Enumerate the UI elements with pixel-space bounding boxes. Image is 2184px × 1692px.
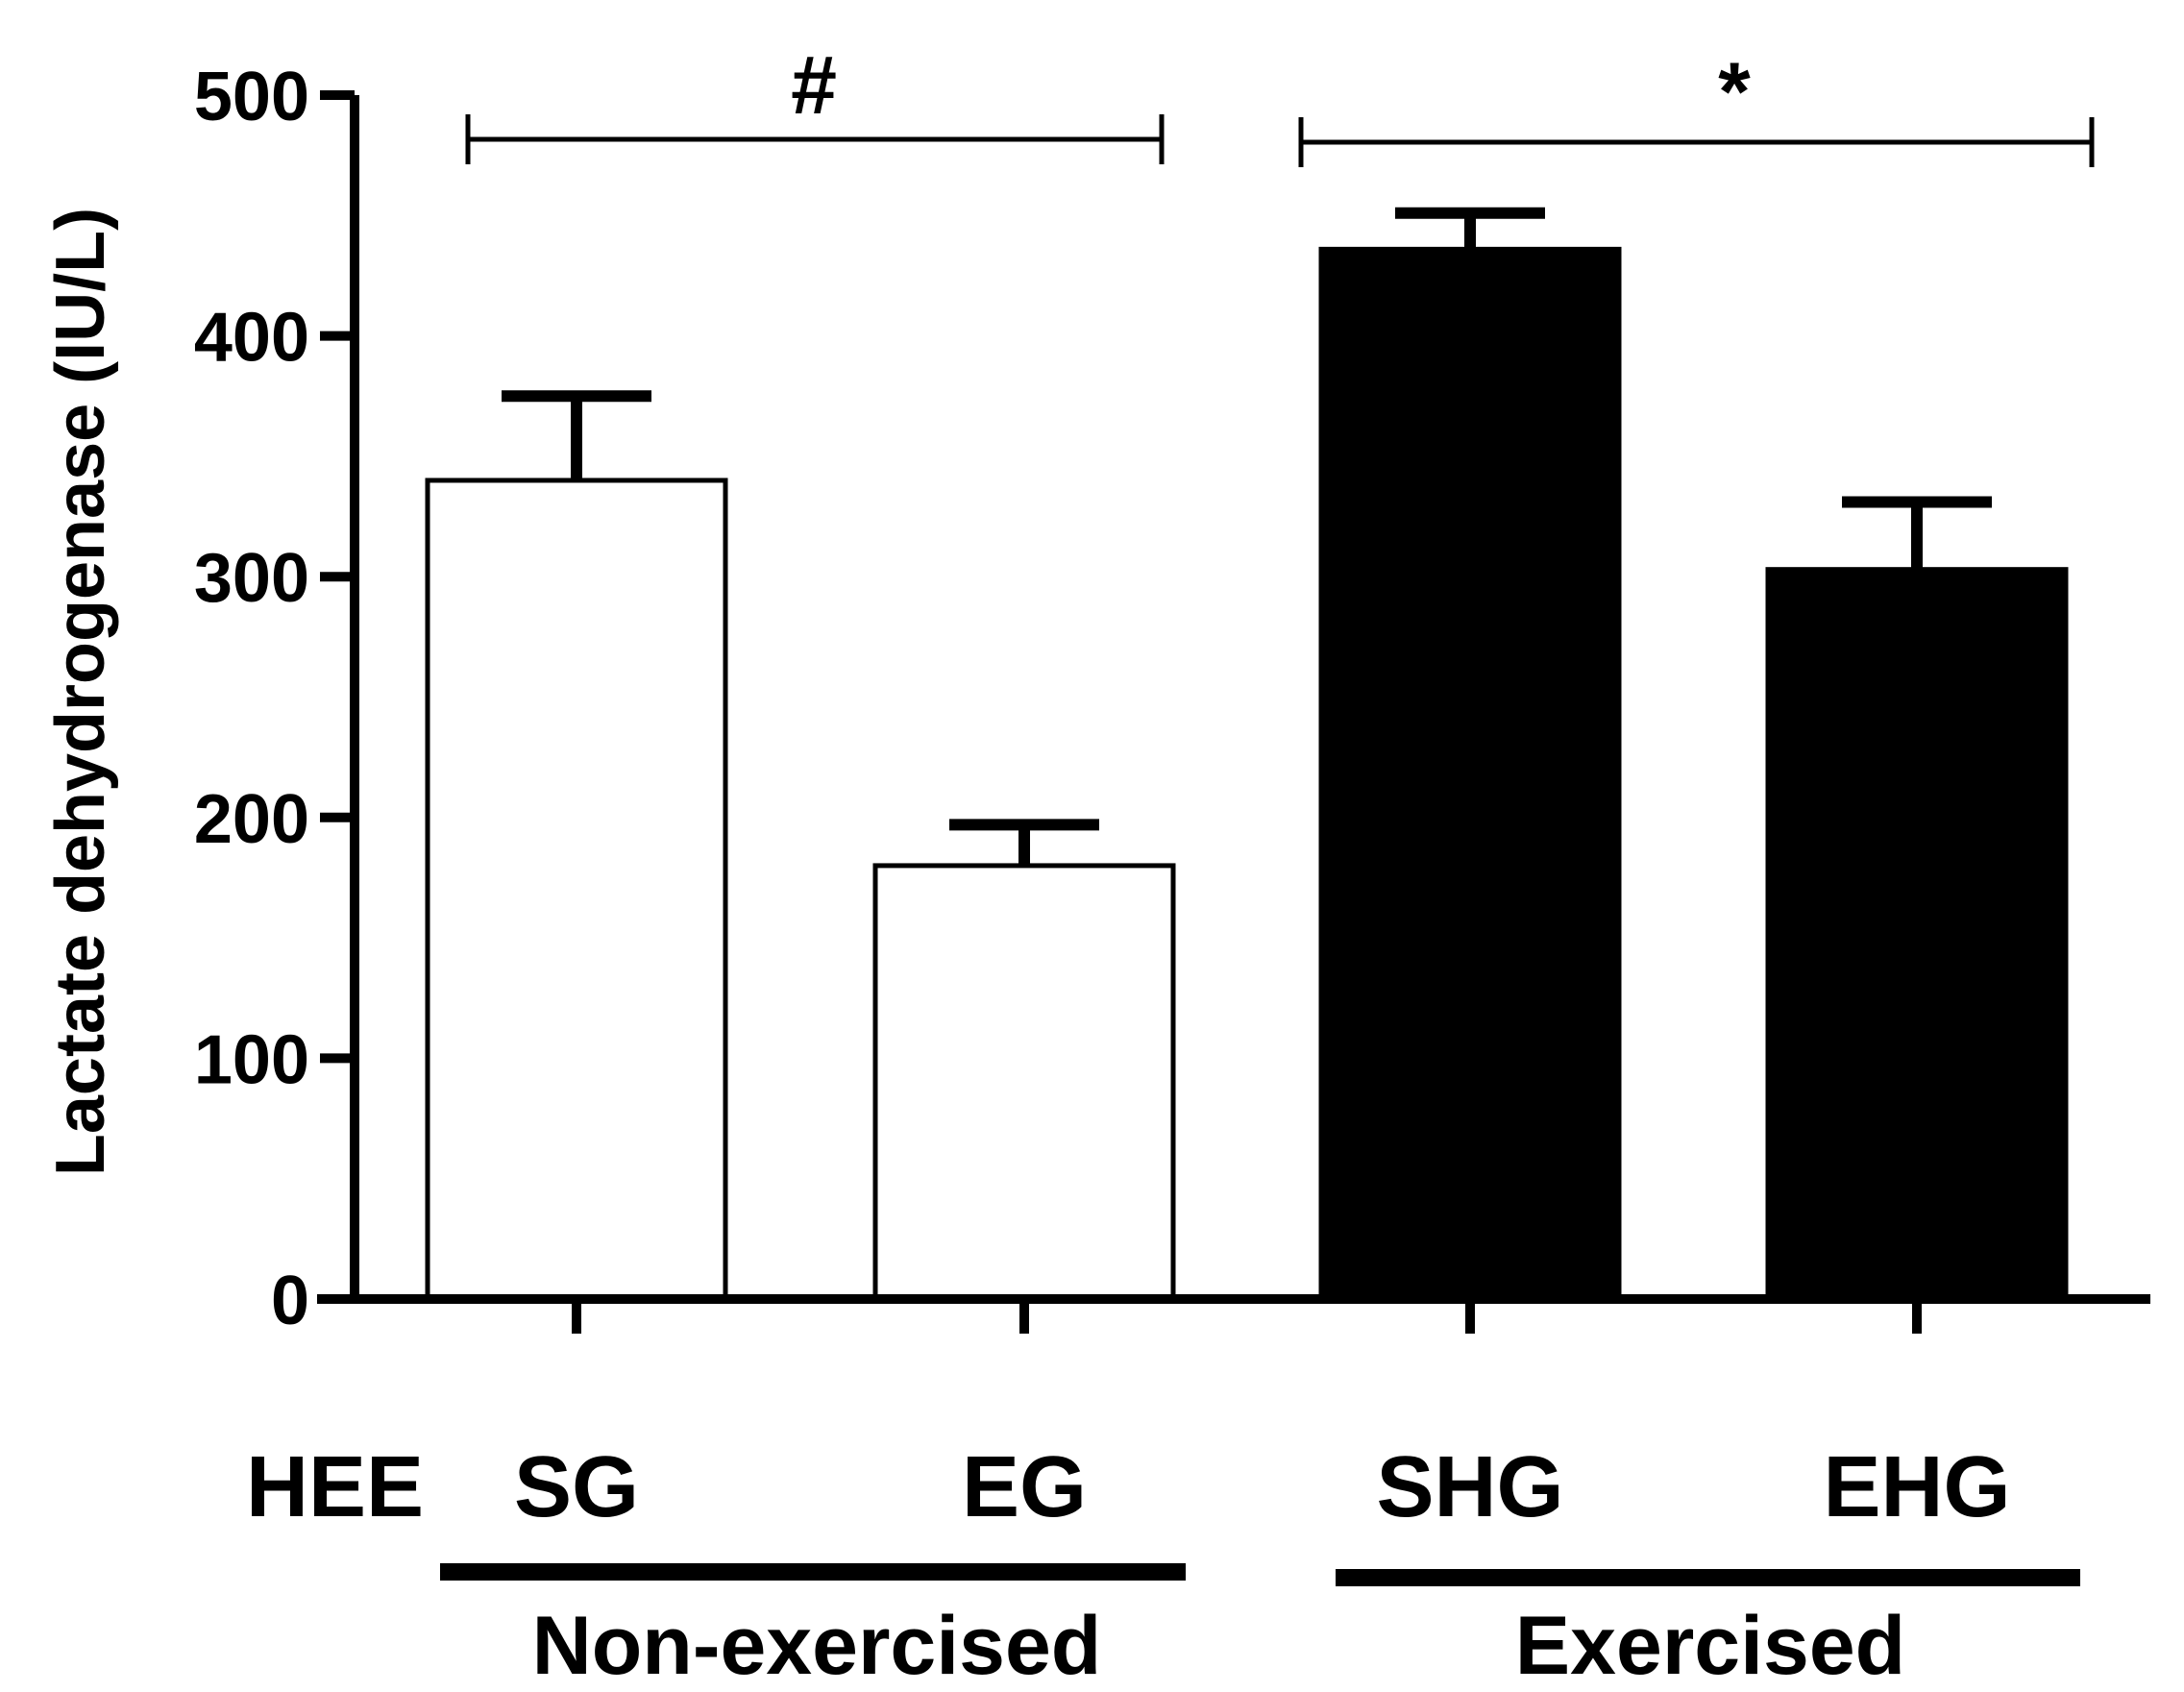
significance-symbol-hash: # xyxy=(791,39,837,132)
y-tick-label: 300 xyxy=(194,540,309,617)
chart-marks xyxy=(320,90,2095,1334)
y-tick-label: 200 xyxy=(194,781,309,858)
y-axis-title: Lactate dehydrogenase (IU/L) xyxy=(42,208,119,1176)
y-tick-label: 500 xyxy=(194,59,309,135)
group-label-exercised: Exercised xyxy=(1515,1600,1905,1692)
y-tick-label: 400 xyxy=(194,300,309,377)
x-tick-label: EHG xyxy=(1823,1439,2010,1535)
x-tick-label: SG xyxy=(514,1439,639,1535)
x-tick-label: SHG xyxy=(1376,1439,1563,1535)
bar-eg xyxy=(872,863,1176,1302)
group-label-non-exercised: Non-exercised xyxy=(532,1600,1102,1692)
y-tick-label: 0 xyxy=(271,1263,309,1339)
x-tick-label: EG xyxy=(962,1439,1087,1535)
significance-symbol-star: * xyxy=(1718,46,1751,138)
y-tick-label: 100 xyxy=(194,1021,309,1098)
bar-sg xyxy=(425,478,728,1302)
bar-ehg xyxy=(1765,567,2069,1302)
bar-shg xyxy=(1318,246,1622,1302)
row-label: HEE xyxy=(246,1439,424,1535)
x-tick-labels: SG EG SHG EHG xyxy=(514,1439,2011,1535)
y-tick-labels: 0 100 200 300 400 500 xyxy=(194,59,309,1339)
